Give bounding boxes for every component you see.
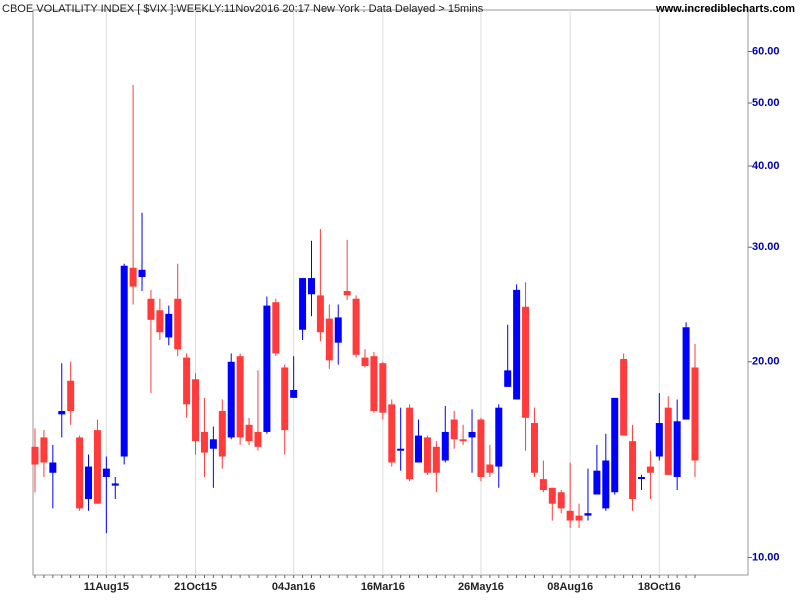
x-tick-label: 18Oct16 [638, 581, 681, 593]
candle-body [254, 431, 262, 447]
chart-title: CBOE VOLATILITY INDEX [ $VIX ]:WEEKLY:11… [2, 3, 484, 15]
candle-body [120, 265, 128, 457]
candle-body [575, 515, 583, 521]
candle-body [138, 269, 146, 278]
candle-body [450, 419, 458, 440]
candle-body [522, 306, 530, 418]
candle-body [129, 267, 137, 287]
candle-body [566, 510, 574, 521]
candle-body [530, 423, 538, 473]
candle-body [165, 313, 173, 338]
candle-body [245, 424, 253, 442]
candle-body [673, 421, 681, 477]
y-tick-label: 30.00 [752, 241, 780, 253]
candle-body [102, 468, 110, 477]
candle-body [370, 356, 378, 412]
candle-body [93, 430, 101, 504]
candle-body [593, 470, 601, 495]
x-tick-label: 21Oct15 [174, 581, 217, 593]
candle-body [299, 278, 307, 330]
candle-body [513, 289, 521, 400]
candle-body [691, 367, 699, 461]
candle-body [557, 492, 565, 509]
candle-body [388, 404, 396, 463]
x-tick-label: 04Jan16 [272, 581, 315, 593]
candle-body [85, 466, 93, 500]
candle-body [352, 298, 360, 355]
candle-body [646, 466, 654, 473]
candle-body [415, 435, 423, 463]
candle-body [290, 389, 298, 398]
candle-body [602, 460, 610, 509]
candle-body [209, 439, 217, 449]
candle-body [655, 423, 663, 457]
candle-body [281, 367, 289, 431]
candle-body [156, 310, 164, 333]
candle-body [539, 479, 547, 491]
candle-body [174, 298, 182, 350]
candle-body [504, 370, 512, 387]
candle-body [486, 464, 494, 473]
candle-body [325, 318, 333, 361]
candle-body [272, 302, 280, 354]
y-tick-label: 10.00 [752, 551, 780, 563]
candle-body [548, 487, 556, 504]
candle-body [432, 446, 440, 473]
candle-body [361, 357, 369, 367]
candle-body [379, 363, 387, 413]
candle-body [316, 295, 324, 333]
plot-frame [32, 9, 749, 576]
candle-body [637, 476, 645, 479]
candle-body [495, 407, 503, 467]
x-tick-label: 08Aug16 [547, 581, 593, 593]
candle-body [611, 397, 619, 493]
candle-body [441, 431, 449, 461]
candle-body [406, 407, 414, 480]
candle-body [343, 290, 351, 296]
candle-body [111, 483, 119, 486]
candle-body [263, 305, 271, 432]
x-tick-label: 11Aug15 [84, 581, 129, 593]
candle-body [584, 513, 592, 516]
candle-body [423, 437, 431, 473]
candle-body [147, 298, 155, 320]
y-tick-label: 50.00 [752, 97, 780, 109]
candle-body [58, 411, 66, 415]
y-tick-label: 20.00 [752, 356, 780, 368]
candle-body [31, 446, 39, 465]
candle-body [459, 439, 467, 442]
candle-body [468, 431, 476, 438]
candle-body [236, 356, 244, 438]
candle-body [200, 431, 208, 453]
candle-body [67, 380, 75, 412]
candle-body [477, 419, 485, 477]
candle-body [49, 462, 57, 473]
x-tick-label: 16Mar16 [361, 581, 405, 593]
candle-body [620, 358, 628, 436]
candle-body [40, 437, 48, 463]
candle-body [227, 361, 235, 438]
candle-body [397, 448, 405, 451]
candle-body [183, 357, 191, 405]
candle-body [192, 379, 200, 442]
source: www.incrediblecharts.com [655, 3, 795, 15]
candle-body [76, 437, 84, 509]
x-tick-label: 26May16 [458, 581, 504, 593]
candle-body [664, 407, 672, 475]
candle-body [218, 411, 226, 457]
candle-body [682, 327, 690, 420]
y-tick-label: 40.00 [752, 160, 780, 172]
candle-body [307, 278, 315, 295]
y-tick-label: 60.00 [752, 45, 780, 57]
candle-body [629, 441, 637, 500]
candle-body [334, 317, 342, 343]
